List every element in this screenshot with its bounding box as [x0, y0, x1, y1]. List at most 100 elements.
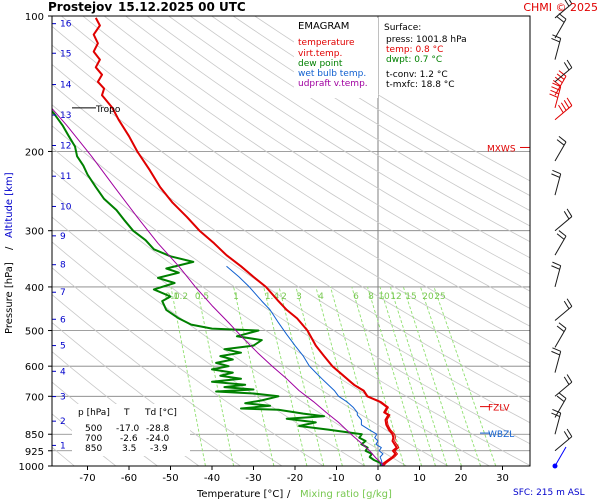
table-header: Td [°C]: [144, 408, 177, 418]
surface-wind-dot: [552, 463, 558, 469]
x-tick-label: -10: [328, 473, 344, 484]
series-udpraft-v-temp: [52, 107, 385, 466]
table-cell: -2.6: [120, 434, 138, 444]
wind-barb: [551, 169, 562, 196]
wind-barb-feather: [563, 211, 570, 220]
convective-temperature: t-conv: 1.2 °C: [386, 70, 448, 80]
freezing-level-label: FZLV: [488, 404, 510, 414]
wind-barb: [554, 0, 573, 19]
wind-barb-feather: [556, 325, 565, 332]
wind-barb: [554, 230, 567, 256]
mixing-ratio-label: 6: [353, 292, 359, 302]
x-tick-label: -50: [162, 473, 178, 484]
dry-adiabat: [189, 16, 530, 227]
x-tick-label: -40: [204, 473, 220, 484]
dry-adiabat: [52, 25, 530, 345]
mixing-ratio-line: [330, 286, 381, 466]
wet-bulb-zero-label: WBZL: [488, 430, 514, 440]
mixing-ratio-line: [315, 286, 365, 466]
wind-barb-feather: [566, 208, 573, 217]
x-tick-label: 30: [496, 473, 509, 484]
y-tick-label: 500: [25, 327, 44, 338]
y-tick-label: 300: [25, 227, 44, 238]
dry-adiabat: [52, 241, 366, 466]
surface-title: Surface:: [384, 23, 421, 33]
x-tick-label: 10: [413, 473, 426, 484]
x-tick-label: -30: [245, 473, 261, 484]
wind-barb-feather: [558, 104, 564, 114]
dry-adiabat: [168, 16, 530, 243]
table-header: p [hPa]: [78, 408, 110, 418]
profile-series: [52, 17, 400, 466]
x-tick-label: -70: [79, 473, 95, 484]
dry-adiabat: [103, 16, 530, 292]
mixing-ratio-label: 0.2: [174, 292, 188, 302]
wind-barb-feather: [549, 93, 558, 98]
altitude-tick-label: 3: [60, 393, 66, 403]
dry-adiabat: [52, 83, 530, 403]
wind-barb-feather: [564, 0, 570, 7]
wind-barb: [554, 97, 573, 121]
wind-barb: [554, 322, 567, 348]
wind-barb-feather: [558, 13, 567, 20]
legend-item: temperature: [298, 38, 355, 48]
wind-barb: [554, 13, 567, 39]
mixing-ratio-line: [379, 286, 436, 466]
y-tick-label: 200: [25, 147, 44, 158]
y-axis-title-pressure: Pressure [hPa]: [4, 262, 15, 334]
x-axis-title-separator: /: [287, 489, 291, 500]
wind-barb: [551, 34, 562, 60]
station-name: Prostejov: [48, 0, 112, 14]
wind-barb: [551, 347, 562, 373]
dry-adiabat: [52, 267, 324, 466]
wind-barb: [551, 261, 562, 288]
wind-barb-feather: [556, 395, 565, 403]
mixing-ratio-label: 1.4: [265, 292, 280, 302]
altitude-tick-label: 4: [60, 367, 66, 377]
altitude-tick-label: 14: [60, 81, 72, 91]
wind-barb: [553, 70, 567, 96]
altitude-tick-label: 12: [60, 142, 71, 152]
wind-barb: [554, 298, 573, 321]
table-cell: 3.5: [122, 444, 136, 454]
mixing-ratio-line: [402, 286, 462, 466]
dry-adiabat: [232, 16, 530, 197]
wind-barb-feather: [552, 347, 561, 352]
wind-barb-feather: [556, 233, 565, 240]
dry-adiabat: [52, 169, 490, 466]
surface-box: [382, 18, 476, 94]
dry-adiabat: [52, 381, 158, 466]
dry-adiabat: [61, 16, 530, 327]
wind-barb: [554, 59, 573, 83]
surface-dewpoint: dwpt: 0.7 °C: [386, 55, 442, 65]
wind-barb-feather: [551, 173, 560, 178]
x-tick-label: 20: [455, 473, 468, 484]
wind-barb-feather: [551, 412, 560, 418]
table-cell: 700: [85, 434, 102, 444]
wind-barb-feather: [563, 62, 570, 71]
mixing-ratio-label: 1: [233, 292, 239, 302]
mixing-ratio-line: [196, 286, 235, 466]
mixing-ratio-label: 20: [422, 292, 434, 302]
dry-adiabat: [52, 125, 530, 445]
wind-barb-feather: [550, 89, 559, 95]
mixing-ratio-label: 15: [405, 292, 416, 302]
mixing-ratio-label: 10: [378, 292, 390, 302]
dry-adiabat: [52, 294, 283, 466]
wind-barb-feather: [563, 431, 570, 440]
surface-temperature: temp: 0.8 °C: [386, 45, 443, 55]
altitude-tick-label: 5: [60, 342, 66, 352]
mixing-ratio-label: 8: [368, 292, 374, 302]
dry-adiabat: [52, 44, 530, 364]
altitude-tick-label: 15: [60, 49, 71, 59]
wind-barb-feather: [553, 79, 561, 87]
wind-barb-feather: [558, 230, 567, 237]
max-forecast-temperature: t-mxfc: 18.8 °C: [386, 80, 455, 90]
altitude-tick-label: 9: [60, 232, 66, 242]
legend-title: EMAGRAM: [298, 21, 349, 32]
dry-adiabat: [211, 16, 530, 212]
wind-barbs: [549, 0, 573, 469]
x-tick-label: -60: [121, 473, 137, 484]
